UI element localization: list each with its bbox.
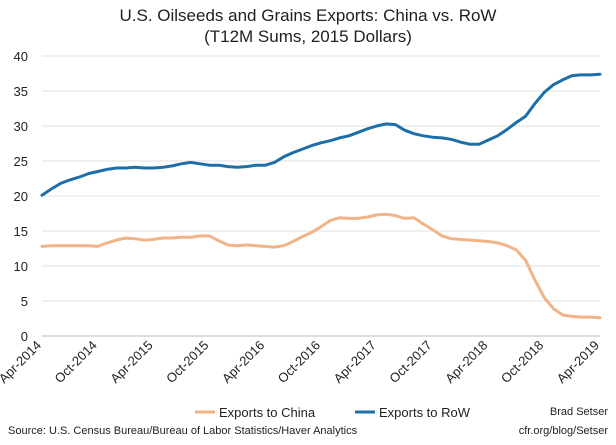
y-axis-ticks: 0 5 10 15 20 25 30 35 40 [14, 49, 28, 344]
y-tick-label: 5 [21, 294, 28, 309]
series-line-china [40, 212, 602, 320]
legend-item-row: Exports to RoW [355, 405, 471, 420]
source-note: Source: U.S. Census Bureau/Bureau of Lab… [8, 425, 358, 437]
series-lines [40, 72, 602, 320]
x-tick-label: Oct-2016 [275, 338, 323, 386]
x-tick-label: Oct-2018 [498, 338, 546, 386]
y-tick-label: 10 [14, 259, 28, 274]
series-line-row [40, 72, 602, 197]
y-tick-label: 40 [14, 49, 28, 64]
x-tick-label: Apr-2016 [219, 338, 267, 386]
legend-label: Exports to RoW [379, 405, 471, 420]
x-tick-label: Apr-2015 [107, 338, 155, 386]
chart-subtitle: (T12M Sums, 2015 Dollars) [204, 27, 412, 46]
author-credit: Brad Setser [549, 406, 608, 418]
x-tick-label: Apr-2019 [554, 338, 602, 386]
x-axis-ticks: Apr-2014 Oct-2014 Apr-2015 Oct-2015 Apr-2016… [0, 338, 602, 386]
x-tick-label: Apr-2014 [0, 338, 44, 386]
x-tick-label: Apr-2017 [330, 338, 378, 386]
chart-title: U.S. Oilseeds and Grains Exports: China … [119, 6, 497, 25]
x-tick-label: Oct-2014 [51, 338, 99, 386]
x-tick-label: Apr-2018 [442, 338, 490, 386]
y-tick-label: 30 [14, 119, 28, 134]
blog-credit: cfr.org/blog/Setser [518, 425, 608, 437]
legend: Exports to China Exports to RoW [195, 405, 471, 420]
legend-label: Exports to China [219, 405, 316, 420]
legend-item-china: Exports to China [195, 405, 316, 420]
x-tick-label: Oct-2015 [163, 338, 211, 386]
y-tick-label: 0 [21, 329, 28, 344]
x-tick-label: Oct-2017 [386, 338, 434, 386]
y-tick-label: 15 [14, 224, 28, 239]
y-tick-label: 25 [14, 154, 28, 169]
y-tick-label: 20 [14, 189, 28, 204]
gridlines [42, 55, 600, 337]
y-tick-label: 35 [14, 84, 28, 99]
